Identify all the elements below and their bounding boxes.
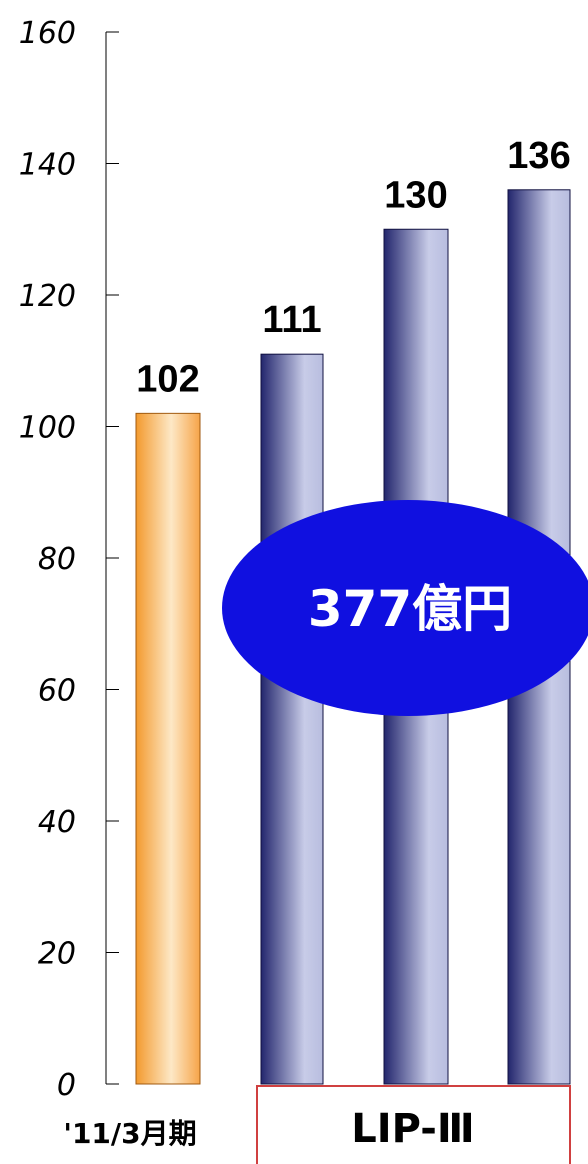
- data-labels: 102 111 130 136: [136, 135, 570, 401]
- y-tick-labels: 0 20 40 60 80 100 120 140 160: [19, 16, 76, 1103]
- y-tick-label: 40: [38, 805, 76, 840]
- y-tick-label: 0: [57, 1068, 76, 1103]
- total-callout-label: 377億円: [308, 580, 512, 638]
- y-tick-label: 160: [19, 16, 76, 51]
- bar: [135, 412, 201, 1085]
- y-tick-label: 80: [38, 542, 76, 577]
- group-label: LIP-Ⅲ: [351, 1106, 474, 1152]
- y-tick-label: 120: [19, 279, 76, 314]
- y-tick-label: 100: [19, 411, 76, 446]
- total-callout: [222, 500, 588, 716]
- data-label: 102: [136, 358, 199, 400]
- group-box: [256, 1085, 571, 1164]
- y-tick-label: 140: [19, 148, 76, 183]
- data-label: 111: [262, 299, 321, 341]
- category-label: '11/3月期: [63, 1117, 196, 1150]
- y-tick-label: 60: [38, 674, 76, 709]
- bar: [260, 353, 324, 1085]
- y-tick-label: 20: [38, 937, 76, 972]
- category-labels: '11/3月期: [63, 1117, 196, 1150]
- data-label: 130: [384, 174, 447, 216]
- y-axis: [105, 31, 119, 1085]
- data-label: 136: [507, 135, 570, 177]
